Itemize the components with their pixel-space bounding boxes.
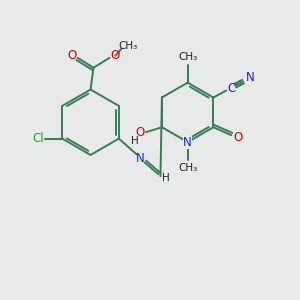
Text: N: N bbox=[183, 136, 192, 148]
Text: N: N bbox=[136, 152, 145, 165]
Text: Cl: Cl bbox=[33, 132, 44, 145]
Text: H: H bbox=[131, 136, 139, 146]
Text: H: H bbox=[162, 173, 169, 183]
Text: O: O bbox=[136, 126, 145, 139]
Text: CH₃: CH₃ bbox=[178, 52, 197, 62]
Text: C: C bbox=[227, 82, 235, 95]
Text: N: N bbox=[246, 71, 254, 84]
Text: O: O bbox=[233, 130, 243, 144]
Text: O: O bbox=[67, 50, 76, 62]
Text: O: O bbox=[111, 50, 120, 62]
Text: CH₃: CH₃ bbox=[118, 41, 138, 51]
Text: CH₃: CH₃ bbox=[178, 163, 197, 173]
